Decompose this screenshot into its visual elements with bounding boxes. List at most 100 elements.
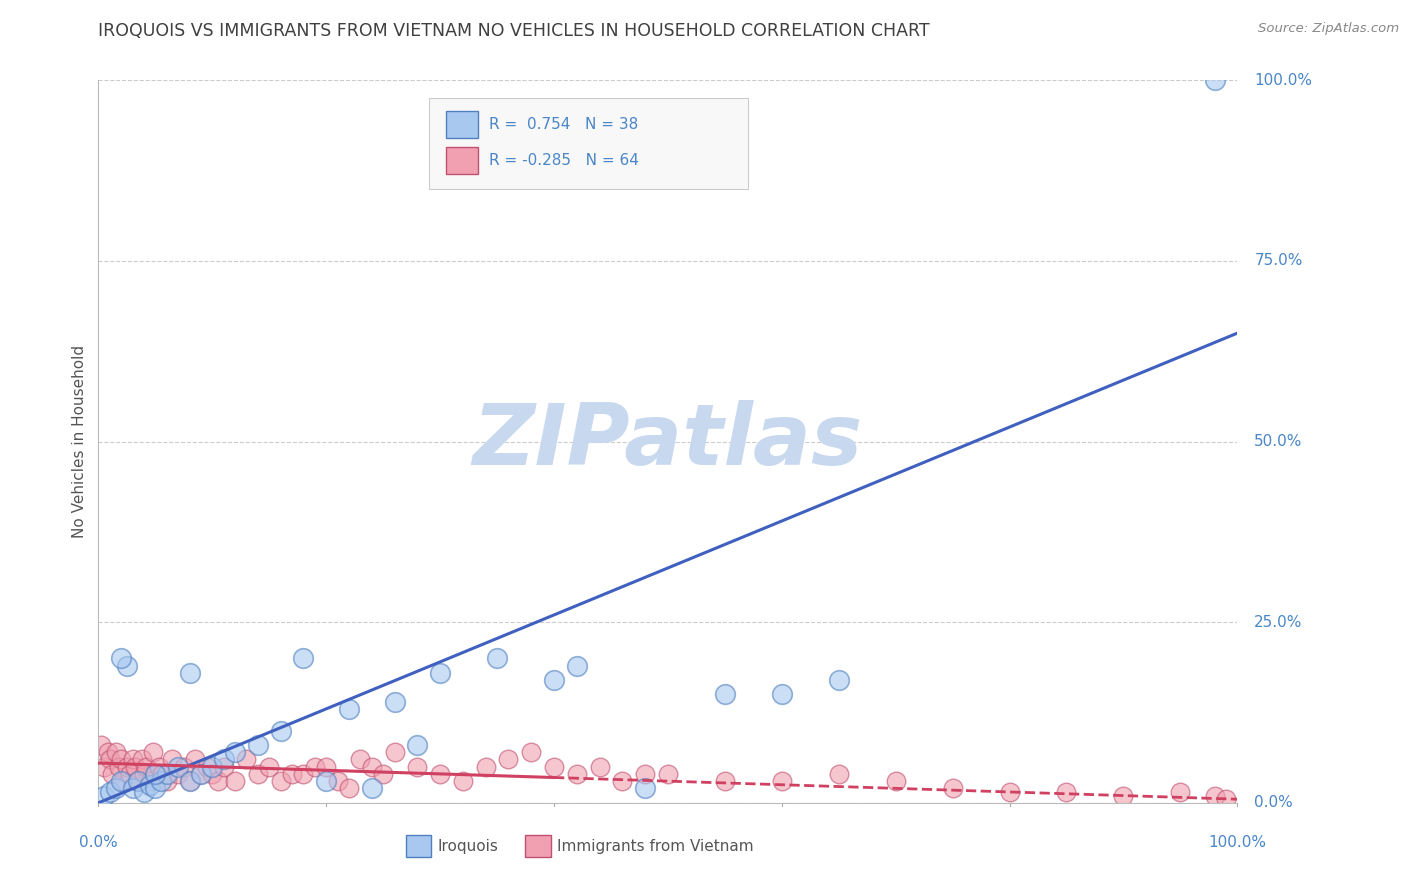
Bar — [526, 835, 551, 857]
Text: 50.0%: 50.0% — [1254, 434, 1303, 449]
Text: 100.0%: 100.0% — [1208, 835, 1267, 850]
Text: 0.0%: 0.0% — [79, 835, 118, 850]
Point — [770, 774, 793, 789]
Point — [156, 767, 179, 781]
Point — [315, 774, 337, 789]
Point — [212, 760, 235, 774]
Point — [148, 760, 170, 774]
Point — [145, 767, 167, 781]
Text: Iroquois: Iroquois — [437, 838, 499, 854]
Point — [1204, 789, 1226, 803]
Point — [138, 778, 160, 792]
Point — [104, 781, 127, 796]
Point — [96, 745, 118, 759]
Point — [145, 781, 167, 796]
Point — [104, 745, 127, 759]
Point — [121, 752, 143, 766]
Point — [1112, 789, 1135, 803]
Bar — [446, 111, 478, 138]
Text: ZIPatlas: ZIPatlas — [472, 400, 863, 483]
Point — [190, 767, 212, 781]
Point — [207, 774, 229, 789]
Point — [1215, 792, 1237, 806]
Point — [828, 673, 851, 687]
Point — [145, 767, 167, 781]
Point — [543, 673, 565, 687]
Point — [124, 760, 146, 774]
Point — [451, 774, 474, 789]
Point — [120, 767, 142, 781]
Point — [138, 774, 160, 789]
Point — [281, 767, 304, 781]
Point — [942, 781, 965, 796]
Text: 25.0%: 25.0% — [1254, 615, 1303, 630]
Point — [565, 767, 588, 781]
Point — [612, 774, 634, 789]
Point — [259, 760, 281, 774]
Point — [634, 767, 657, 781]
Point — [634, 781, 657, 796]
Point — [132, 767, 155, 781]
Text: 100.0%: 100.0% — [1254, 73, 1312, 87]
Point — [156, 774, 179, 789]
Point — [162, 752, 184, 766]
Point — [246, 738, 269, 752]
Text: 0.0%: 0.0% — [1254, 796, 1294, 810]
Point — [190, 767, 212, 781]
Point — [179, 774, 201, 789]
Point — [98, 752, 121, 766]
Point — [326, 774, 349, 789]
Point — [406, 738, 429, 752]
Text: Immigrants from Vietnam: Immigrants from Vietnam — [557, 838, 754, 854]
Point — [543, 760, 565, 774]
Point — [108, 760, 131, 774]
Point — [1056, 785, 1078, 799]
Point — [588, 760, 610, 774]
Point — [657, 767, 679, 781]
Point — [179, 665, 201, 680]
Point — [474, 760, 496, 774]
Point — [270, 774, 292, 789]
Point — [150, 774, 173, 789]
Point — [167, 767, 190, 781]
Point — [110, 651, 132, 665]
Point — [235, 752, 257, 766]
Point — [212, 752, 235, 766]
Point — [360, 781, 382, 796]
Point — [142, 745, 165, 759]
Point — [292, 651, 315, 665]
Point — [292, 767, 315, 781]
Point — [224, 745, 246, 759]
Point — [127, 774, 149, 789]
Point — [486, 651, 509, 665]
Point — [93, 760, 115, 774]
Point — [349, 752, 371, 766]
Point — [1170, 785, 1192, 799]
Y-axis label: No Vehicles in Household: No Vehicles in Household — [72, 345, 87, 538]
Point — [998, 785, 1021, 799]
Point — [127, 774, 149, 789]
Point — [93, 789, 115, 803]
Point — [304, 760, 326, 774]
Point — [179, 774, 201, 789]
Point — [714, 774, 737, 789]
Point — [195, 760, 218, 774]
Point — [132, 785, 155, 799]
Point — [384, 695, 406, 709]
Point — [173, 760, 195, 774]
Point — [360, 760, 382, 774]
Point — [315, 760, 337, 774]
Point — [201, 760, 224, 774]
Text: R = -0.285   N = 64: R = -0.285 N = 64 — [489, 153, 638, 168]
Point — [498, 752, 520, 766]
Point — [828, 767, 851, 781]
Point — [429, 665, 451, 680]
Text: 75.0%: 75.0% — [1254, 253, 1303, 268]
Point — [201, 767, 224, 781]
Point — [184, 752, 207, 766]
Point — [406, 760, 429, 774]
Point — [101, 767, 124, 781]
Point — [371, 767, 394, 781]
Point — [131, 752, 153, 766]
Point — [384, 745, 406, 759]
